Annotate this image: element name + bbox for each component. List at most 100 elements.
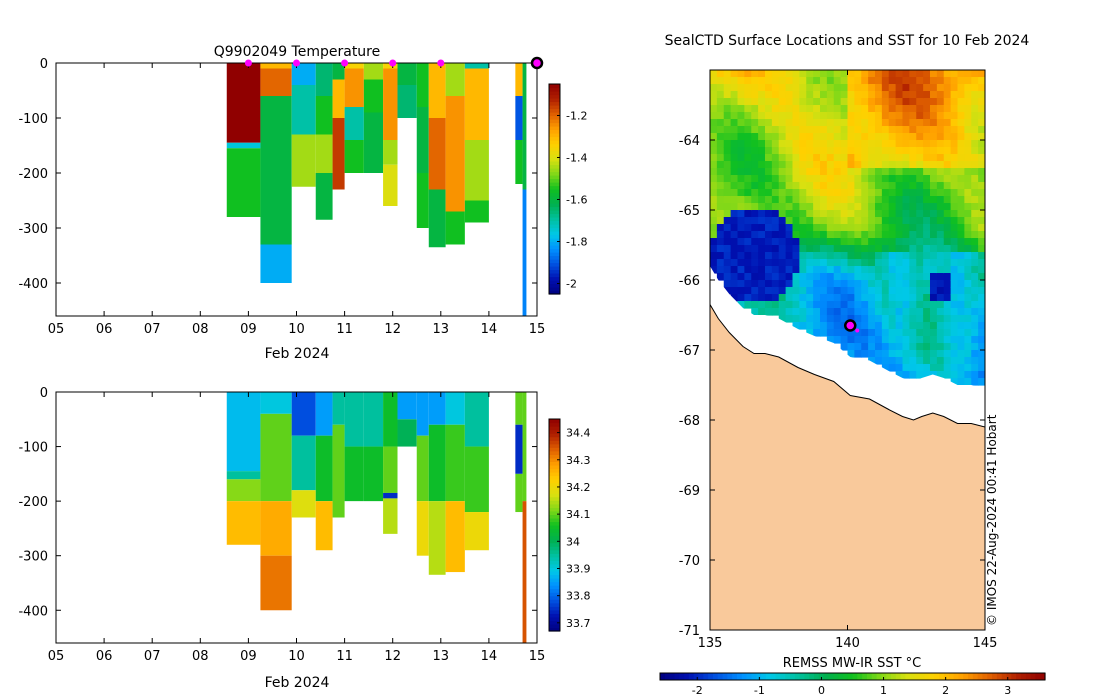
- profile-cell: [260, 63, 292, 69]
- sst-cell: [978, 238, 985, 246]
- sst-cell: [936, 294, 945, 302]
- sst-cell: [964, 77, 972, 85]
- sst-cell: [881, 259, 890, 267]
- sst-cell: [930, 154, 938, 162]
- y-tick-label: -64: [679, 134, 700, 149]
- sst-cell: [978, 259, 985, 267]
- sst-cell: [978, 196, 985, 204]
- sst-cell: [826, 112, 835, 120]
- sst-cell: [723, 154, 732, 162]
- colorbar-segment: [823, 673, 830, 680]
- sst-cell: [778, 252, 787, 260]
- sst-cell: [799, 119, 807, 127]
- x-tick-label: 06: [96, 649, 113, 664]
- sst-cell: [964, 329, 972, 337]
- colorbar-segment: [972, 673, 979, 680]
- sst-cell: [930, 294, 938, 302]
- sst-cell: [799, 140, 807, 148]
- sst-cell: [710, 112, 718, 120]
- sst-cell: [964, 126, 972, 134]
- sst-cell: [950, 84, 959, 92]
- sst-cell: [943, 70, 952, 78]
- sst-cell: [792, 287, 800, 295]
- sst-cell: [930, 98, 938, 106]
- sst-cell: [888, 364, 897, 372]
- sst-cell: [957, 224, 965, 232]
- sst-cell: [978, 336, 985, 344]
- sst-cell: [909, 140, 917, 148]
- sst-cell: [847, 336, 855, 344]
- colorbar-segment: [847, 673, 854, 680]
- sst-cell: [868, 343, 876, 351]
- sst-cell: [909, 259, 917, 267]
- sst-cell: [806, 322, 814, 330]
- sst-cell: [861, 273, 869, 281]
- colorbar-tick-label: 33.7: [566, 617, 591, 630]
- sst-cell: [785, 154, 794, 162]
- sst-cell: [826, 91, 835, 99]
- sst-cell: [861, 91, 869, 99]
- sst-cell: [751, 91, 759, 99]
- colorbar-segment: [727, 673, 733, 680]
- sst-cell: [771, 70, 780, 78]
- sst-cell: [840, 126, 849, 134]
- sst-cell: [723, 175, 732, 183]
- sst-cell: [964, 91, 972, 99]
- sst-cell: [744, 105, 752, 113]
- sst-cell: [840, 203, 849, 211]
- colorbar-segment: [549, 599, 560, 604]
- temperature-section-plot: Q9902049 Temperature 05 06 07 08 09 10 11 12 13 1…: [18, 44, 587, 362]
- sst-cell: [888, 273, 897, 281]
- sst-cell: [923, 224, 931, 232]
- sst-cell: [902, 168, 910, 176]
- sst-cell: [799, 133, 807, 141]
- sst-cell: [813, 280, 821, 288]
- sst-cell: [930, 119, 938, 127]
- sst-cell: [778, 196, 787, 204]
- sst-cell: [710, 126, 718, 134]
- sst-cell: [881, 231, 890, 239]
- y-tick-label: -100: [18, 441, 48, 456]
- sst-cell: [964, 322, 972, 330]
- sst-cell: [964, 315, 972, 323]
- sst-cell: [785, 259, 794, 267]
- sst-cell: [744, 224, 752, 232]
- colorbar-segment: [674, 673, 680, 680]
- sst-cell: [930, 259, 938, 267]
- sst-cell: [875, 308, 883, 316]
- sst-cell: [978, 343, 985, 351]
- sst-cell: [881, 196, 890, 204]
- colorbar-segment: [549, 136, 560, 141]
- sst-cell: [957, 301, 965, 309]
- sst-cell: [957, 203, 965, 211]
- sst-cell: [778, 280, 787, 288]
- sst-cell: [909, 287, 917, 295]
- sst-cell: [833, 182, 842, 190]
- colorbar-frame: [659, 672, 1046, 681]
- sst-cell: [943, 210, 952, 218]
- profile-cell: [291, 392, 316, 436]
- colorbar-segment: [929, 673, 935, 680]
- sst-cell: [957, 329, 965, 337]
- profile-cell: [291, 85, 316, 135]
- sst-cell: [840, 308, 849, 316]
- sst-cell: [930, 343, 938, 351]
- sst-cell: [751, 77, 759, 85]
- sst-cell: [847, 133, 855, 141]
- sst-cell: [861, 287, 869, 295]
- sst-cell: [833, 280, 842, 288]
- colorbar-segment: [549, 532, 560, 537]
- sst-cell: [854, 217, 862, 225]
- sst-cell: [847, 273, 855, 281]
- sst-cell: [895, 357, 904, 365]
- sst-cell: [978, 322, 985, 330]
- sst-cell: [813, 238, 821, 246]
- sst-cell: [813, 224, 821, 232]
- sst-cell: [916, 126, 924, 134]
- sst-cell: [943, 231, 952, 239]
- sst-cell: [806, 91, 814, 99]
- sst-cell: [964, 133, 972, 141]
- sst-cell: [868, 231, 876, 239]
- sst-cell: [936, 98, 945, 106]
- sst-cell: [895, 189, 904, 197]
